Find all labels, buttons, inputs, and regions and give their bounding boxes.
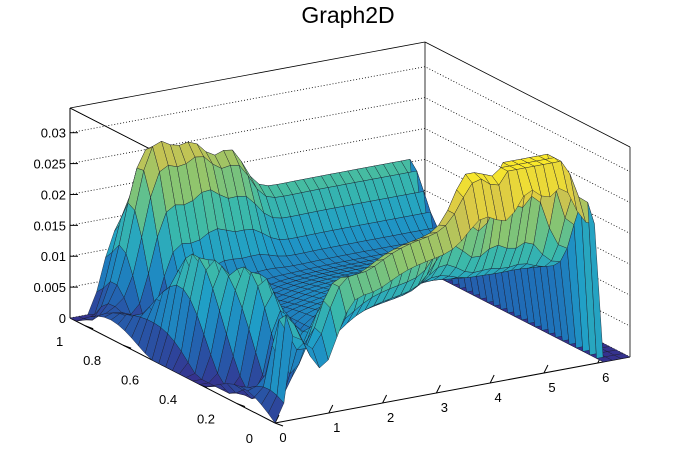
x-tick-label: 5: [548, 380, 555, 395]
y-tick: [274, 422, 284, 427]
y-tick: [236, 403, 246, 408]
z-tick-label: 0.02: [41, 187, 66, 202]
z-tick-label: 0: [59, 311, 66, 326]
x-tick-label: 4: [495, 390, 502, 405]
z-tick-label: 0.005: [33, 280, 66, 295]
x-tick: [435, 384, 441, 394]
box-edge: [424, 41, 631, 148]
z-gridline: [69, 97, 631, 203]
y-tick-label: 0.6: [121, 373, 139, 388]
y-tick-label: 0: [246, 431, 253, 446]
x-tick-label: 1: [333, 420, 340, 435]
z-gridline: [69, 66, 631, 173]
z-tick-label: 0.03: [41, 126, 66, 141]
surface-cell: [613, 353, 631, 359]
x-axis: [274, 356, 631, 424]
x-tick: [489, 374, 495, 384]
x-tick: [382, 394, 388, 404]
x-tick: [328, 404, 334, 414]
z-tick-label: 0.015: [33, 218, 66, 233]
surface-layer: [69, 140, 631, 424]
x-tick-label: 2: [387, 410, 394, 425]
x-tick-label: 6: [602, 370, 609, 385]
y-tick: [122, 344, 132, 349]
box-edge: [69, 41, 426, 109]
y-tick-label: 0.8: [83, 353, 101, 368]
chart-title: Graph2D: [301, 2, 395, 28]
x-tick: [543, 364, 549, 374]
y-tick-label: 1: [56, 334, 63, 349]
x-tick-label: 3: [441, 400, 448, 415]
y-tick: [85, 325, 94, 330]
tick-labels: 0 0.005 0.01 0.015 0.02 0.025 0.03 0 1 2 3 4 5 6 0 0.2 0…: [33, 126, 609, 446]
z-tick-label: 0.01: [41, 249, 66, 264]
y-tick-label: 0.4: [159, 392, 177, 407]
x-tick-label: 0: [279, 430, 286, 445]
y-tick-label: 0.2: [197, 412, 215, 427]
z-tick-label: 0.025: [33, 157, 66, 172]
